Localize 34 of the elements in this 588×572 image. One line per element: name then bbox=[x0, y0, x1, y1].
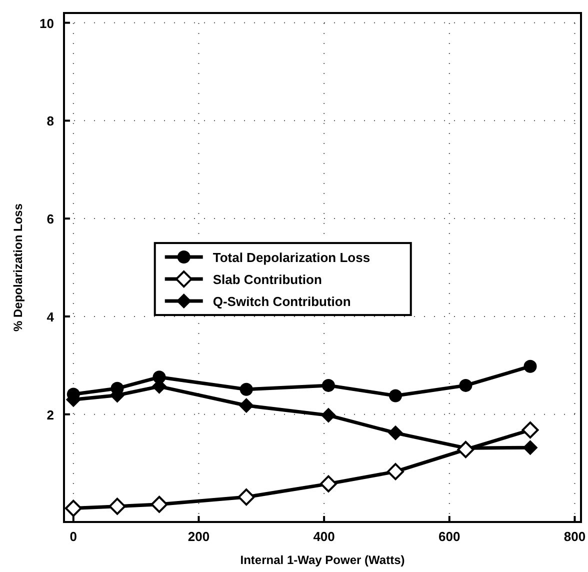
point bbox=[320, 408, 336, 423]
point bbox=[64, 500, 82, 517]
x-axis-title: Internal 1-Way Power (Watts) bbox=[240, 553, 405, 567]
y-tick-label: 10 bbox=[40, 16, 54, 31]
x-tick-label: 400 bbox=[313, 529, 335, 544]
point bbox=[240, 382, 253, 396]
point bbox=[522, 421, 539, 438]
y-axis-title: % Depolarization Loss bbox=[11, 203, 25, 332]
x-tick-label: 0 bbox=[70, 529, 78, 544]
point bbox=[150, 496, 168, 513]
point bbox=[524, 360, 537, 373]
legend-label: Slab Contribution bbox=[212, 272, 322, 288]
x-tick-label: 200 bbox=[188, 529, 210, 544]
y-tick-label: 2 bbox=[46, 407, 54, 422]
point bbox=[110, 382, 124, 395]
point bbox=[152, 370, 166, 384]
legend-label: Total Depolarization Loss bbox=[212, 250, 370, 266]
x-tick-label: 800 bbox=[564, 529, 586, 544]
y-tick-label: 6 bbox=[46, 212, 54, 227]
point bbox=[457, 441, 474, 458]
x-tick-label: 600 bbox=[438, 529, 460, 544]
point bbox=[320, 475, 337, 492]
point bbox=[522, 440, 538, 456]
point bbox=[108, 498, 126, 515]
y-tick-label: 8 bbox=[46, 114, 54, 129]
y-tick-label: 4 bbox=[46, 309, 55, 324]
point bbox=[389, 389, 402, 402]
point bbox=[387, 463, 404, 480]
point bbox=[322, 378, 335, 392]
point bbox=[238, 488, 255, 506]
point bbox=[459, 378, 472, 392]
legend-label: Q-Switch Contribution bbox=[212, 294, 351, 310]
point bbox=[238, 398, 254, 414]
point bbox=[388, 425, 404, 440]
